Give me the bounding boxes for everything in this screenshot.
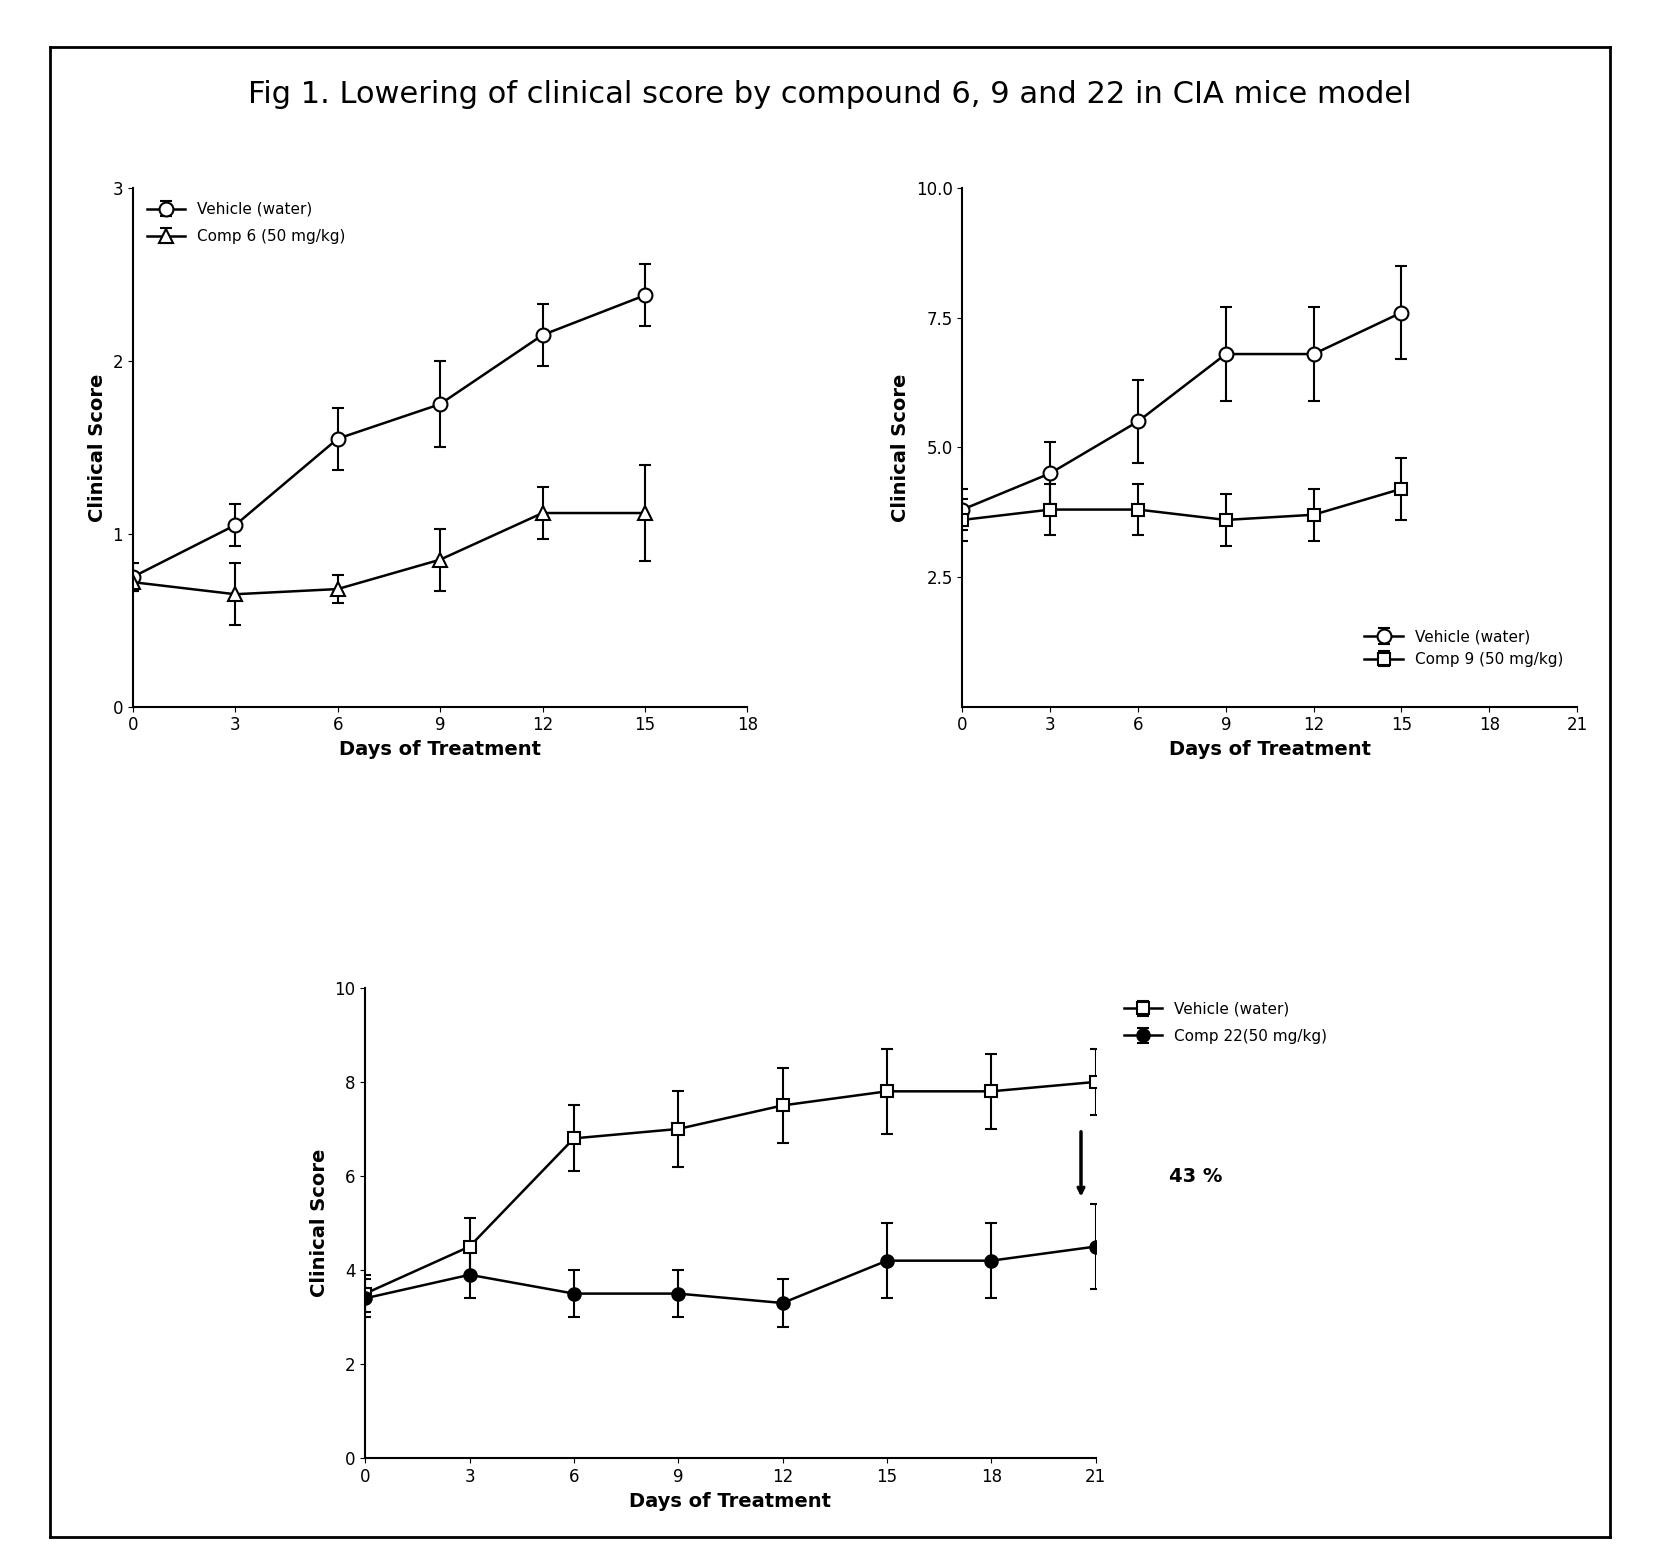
X-axis label: Days of Treatment: Days of Treatment xyxy=(339,740,541,759)
X-axis label: Days of Treatment: Days of Treatment xyxy=(1169,740,1371,759)
X-axis label: Days of Treatment: Days of Treatment xyxy=(629,1491,832,1510)
Legend: Vehicle (water), Comp 22(50 mg/kg): Vehicle (water), Comp 22(50 mg/kg) xyxy=(1117,996,1333,1051)
Legend: Vehicle (water), Comp 9 (50 mg/kg): Vehicle (water), Comp 9 (50 mg/kg) xyxy=(1358,622,1569,673)
Y-axis label: Clinical Score: Clinical Score xyxy=(310,1149,329,1297)
Legend: Vehicle (water), Comp 6 (50 mg/kg): Vehicle (water), Comp 6 (50 mg/kg) xyxy=(141,196,352,251)
Text: Fig 1. Lowering of clinical score by compound 6, 9 and 22 in CIA mice model: Fig 1. Lowering of clinical score by com… xyxy=(249,80,1411,108)
Y-axis label: Clinical Score: Clinical Score xyxy=(88,373,106,522)
Text: 43 %: 43 % xyxy=(1169,1167,1222,1185)
Y-axis label: Clinical Score: Clinical Score xyxy=(891,373,910,522)
